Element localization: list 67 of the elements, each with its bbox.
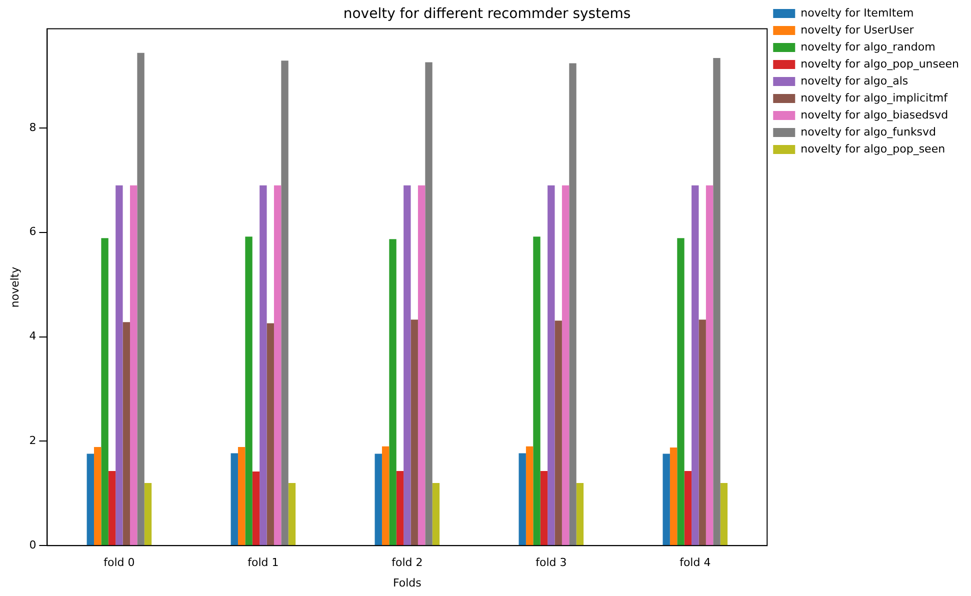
x-tick-label: fold 1 [248, 556, 279, 570]
y-tick-label: 8 [29, 120, 36, 134]
bar [540, 470, 548, 546]
bar [533, 236, 540, 546]
legend-label: novelty for algo_pop_seen [800, 142, 946, 156]
bar [266, 323, 274, 546]
bar [698, 320, 706, 546]
bar [101, 238, 108, 546]
bar [404, 185, 411, 546]
bar [518, 453, 526, 546]
legend-label: novelty for algo_funksvd [800, 125, 936, 138]
bar [670, 447, 678, 546]
legend-label: novelty for ItemItem [800, 6, 914, 20]
bar [94, 446, 102, 546]
x-axis-title: Folds [392, 576, 422, 590]
bar [274, 185, 282, 546]
legend-label: novelty for algo_random [800, 40, 936, 54]
bar [382, 446, 390, 546]
bar [144, 482, 152, 546]
x-tick-label: fold 2 [392, 556, 423, 570]
legend-label: novelty for UserUser [800, 23, 914, 36]
legend-label: novelty for algo_biasedsvd [800, 108, 948, 122]
bar [238, 446, 246, 546]
legend-label: novelty for algo_pop_unseen [800, 57, 960, 70]
bar [374, 454, 382, 546]
bar [526, 446, 534, 546]
bar [252, 471, 260, 546]
bar [720, 482, 728, 546]
legend-label: novelty for algo_als [800, 74, 908, 88]
bar [260, 185, 267, 546]
bar [230, 453, 238, 546]
bar [288, 482, 296, 546]
bar [432, 482, 440, 546]
bar [389, 239, 396, 546]
x-tick-label: fold 0 [104, 556, 135, 570]
y-axis-title: novelty [8, 266, 22, 308]
bar [425, 62, 432, 546]
bar [116, 185, 123, 546]
bar [410, 320, 418, 546]
bar [662, 454, 670, 546]
bar [677, 238, 684, 546]
bar [706, 185, 714, 546]
bar [576, 482, 584, 546]
bar [684, 470, 692, 546]
bar [554, 320, 562, 546]
bar [569, 63, 576, 546]
bar [396, 470, 404, 546]
y-tick-label: 4 [29, 330, 36, 343]
bar [130, 185, 138, 546]
legend-label: novelty for algo_implicitmf [800, 91, 949, 104]
bar [418, 185, 426, 546]
bar [562, 185, 570, 546]
bar [137, 52, 144, 546]
bar [692, 185, 699, 546]
chart-title: novelty for different recommder systems [343, 6, 631, 22]
bar [86, 454, 94, 546]
y-tick-label: 2 [29, 434, 36, 448]
bar [245, 236, 252, 546]
bar [713, 58, 720, 546]
x-tick-label: fold 4 [680, 556, 711, 570]
bar [122, 322, 130, 546]
bar [108, 470, 116, 546]
x-tick-label: fold 3 [536, 556, 567, 570]
y-tick-label: 0 [29, 538, 36, 552]
bar [281, 60, 288, 546]
y-tick-label: 6 [29, 225, 36, 238]
bar [548, 185, 555, 546]
